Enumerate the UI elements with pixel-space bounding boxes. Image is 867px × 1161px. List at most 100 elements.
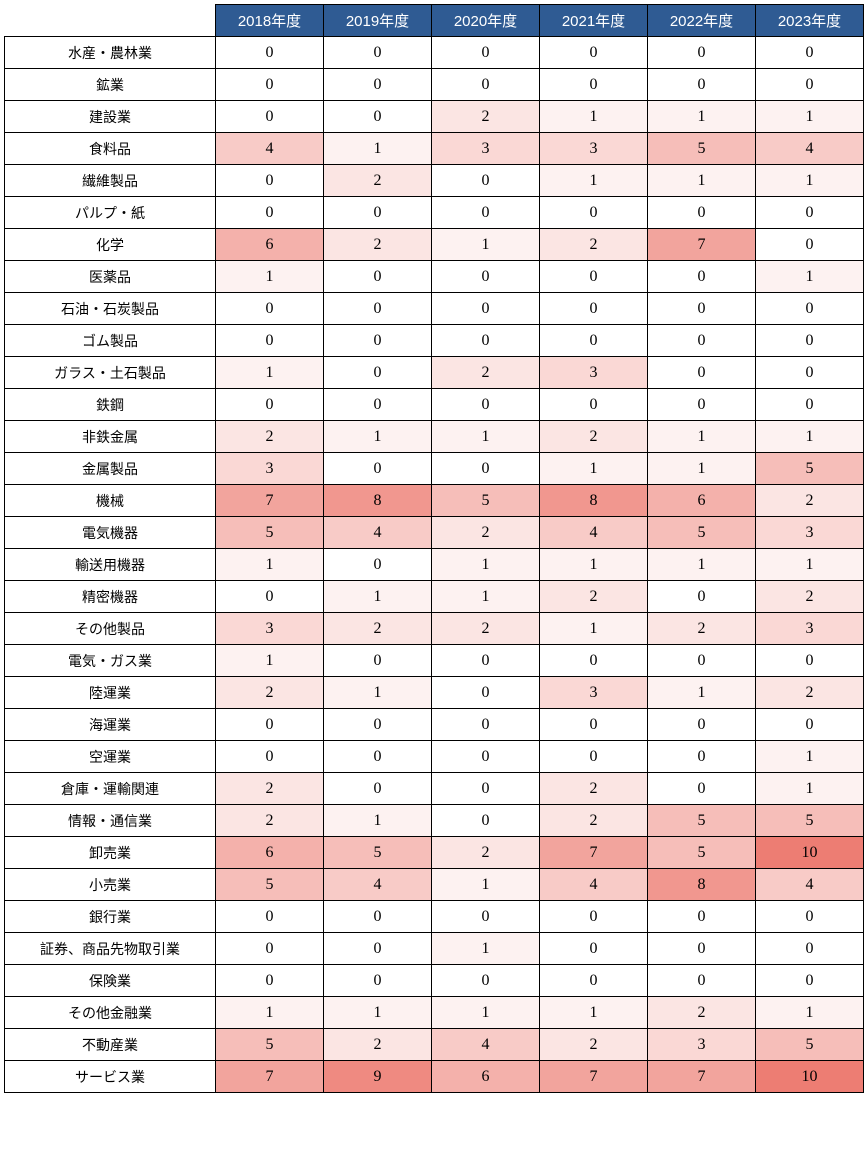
table-row: 石油・石炭製品000000 — [5, 293, 864, 325]
value-cell: 3 — [216, 453, 324, 485]
value-cell: 0 — [648, 69, 756, 101]
value-cell: 1 — [324, 997, 432, 1029]
value-cell: 1 — [432, 581, 540, 613]
table-row: その他製品322123 — [5, 613, 864, 645]
value-cell: 0 — [432, 325, 540, 357]
value-cell: 1 — [540, 101, 648, 133]
value-cell: 1 — [324, 581, 432, 613]
value-cell: 2 — [324, 1029, 432, 1061]
value-cell: 6 — [216, 229, 324, 261]
value-cell: 3 — [216, 613, 324, 645]
table-row: 電気機器542453 — [5, 517, 864, 549]
value-cell: 1 — [648, 101, 756, 133]
value-cell: 6 — [432, 1061, 540, 1093]
row-label: 陸運業 — [5, 677, 216, 709]
value-cell: 2 — [432, 837, 540, 869]
value-cell: 4 — [756, 133, 864, 165]
value-cell: 0 — [324, 549, 432, 581]
table-body: 水産・農林業000000鉱業000000建設業002111食料品413354繊維… — [5, 37, 864, 1093]
header-row: 2018年度 2019年度 2020年度 2021年度 2022年度 2023年… — [5, 5, 864, 37]
value-cell: 3 — [432, 133, 540, 165]
value-cell: 7 — [648, 229, 756, 261]
row-label: 繊維製品 — [5, 165, 216, 197]
year-header: 2019年度 — [324, 5, 432, 37]
table-row: 化学621270 — [5, 229, 864, 261]
value-cell: 4 — [756, 869, 864, 901]
value-cell: 8 — [540, 485, 648, 517]
value-cell: 1 — [540, 453, 648, 485]
row-label: 鉄鋼 — [5, 389, 216, 421]
value-cell: 0 — [648, 901, 756, 933]
row-label: 空運業 — [5, 741, 216, 773]
row-label: 水産・農林業 — [5, 37, 216, 69]
value-cell: 0 — [648, 197, 756, 229]
value-cell: 0 — [648, 773, 756, 805]
table-row: 食料品413354 — [5, 133, 864, 165]
table-row: 卸売業6527510 — [5, 837, 864, 869]
value-cell: 1 — [756, 997, 864, 1029]
value-cell: 0 — [324, 965, 432, 997]
value-cell: 0 — [432, 965, 540, 997]
row-label: 小売業 — [5, 869, 216, 901]
value-cell: 2 — [216, 421, 324, 453]
value-cell: 5 — [648, 805, 756, 837]
value-cell: 2 — [324, 613, 432, 645]
value-cell: 0 — [756, 37, 864, 69]
value-cell: 0 — [324, 37, 432, 69]
value-cell: 1 — [756, 549, 864, 581]
value-cell: 1 — [432, 869, 540, 901]
value-cell: 0 — [648, 293, 756, 325]
value-cell: 1 — [432, 229, 540, 261]
value-cell: 0 — [216, 709, 324, 741]
value-cell: 0 — [432, 261, 540, 293]
heatmap-table: 2018年度 2019年度 2020年度 2021年度 2022年度 2023年… — [4, 4, 864, 1093]
value-cell: 2 — [540, 581, 648, 613]
value-cell: 2 — [756, 581, 864, 613]
row-label: 銀行業 — [5, 901, 216, 933]
value-cell: 1 — [648, 549, 756, 581]
table-row: 精密機器011202 — [5, 581, 864, 613]
value-cell: 0 — [432, 197, 540, 229]
row-label: 電気・ガス業 — [5, 645, 216, 677]
value-cell: 7 — [216, 1061, 324, 1093]
value-cell: 0 — [432, 453, 540, 485]
value-cell: 0 — [648, 261, 756, 293]
value-cell: 2 — [756, 677, 864, 709]
row-label: 卸売業 — [5, 837, 216, 869]
value-cell: 1 — [756, 165, 864, 197]
value-cell: 0 — [756, 293, 864, 325]
value-cell: 1 — [540, 613, 648, 645]
value-cell: 7 — [540, 1061, 648, 1093]
row-label: 輸送用機器 — [5, 549, 216, 581]
table-row: その他金融業111121 — [5, 997, 864, 1029]
value-cell: 0 — [324, 933, 432, 965]
value-cell: 0 — [756, 325, 864, 357]
value-cell: 0 — [324, 901, 432, 933]
row-label: 不動産業 — [5, 1029, 216, 1061]
row-label: 電気機器 — [5, 517, 216, 549]
corner-cell — [5, 5, 216, 37]
value-cell: 0 — [432, 389, 540, 421]
value-cell: 2 — [648, 613, 756, 645]
value-cell: 5 — [432, 485, 540, 517]
row-label: 金属製品 — [5, 453, 216, 485]
value-cell: 4 — [216, 133, 324, 165]
value-cell: 1 — [648, 165, 756, 197]
value-cell: 2 — [216, 677, 324, 709]
value-cell: 1 — [648, 421, 756, 453]
table-row: サービス業7967710 — [5, 1061, 864, 1093]
value-cell: 0 — [432, 901, 540, 933]
value-cell: 0 — [756, 645, 864, 677]
value-cell: 0 — [540, 933, 648, 965]
year-header: 2020年度 — [432, 5, 540, 37]
value-cell: 2 — [324, 165, 432, 197]
value-cell: 0 — [324, 389, 432, 421]
value-cell: 2 — [540, 805, 648, 837]
value-cell: 1 — [540, 549, 648, 581]
value-cell: 5 — [216, 1029, 324, 1061]
value-cell: 5 — [216, 869, 324, 901]
value-cell: 0 — [540, 709, 648, 741]
value-cell: 0 — [432, 805, 540, 837]
value-cell: 2 — [648, 997, 756, 1029]
value-cell: 0 — [432, 709, 540, 741]
